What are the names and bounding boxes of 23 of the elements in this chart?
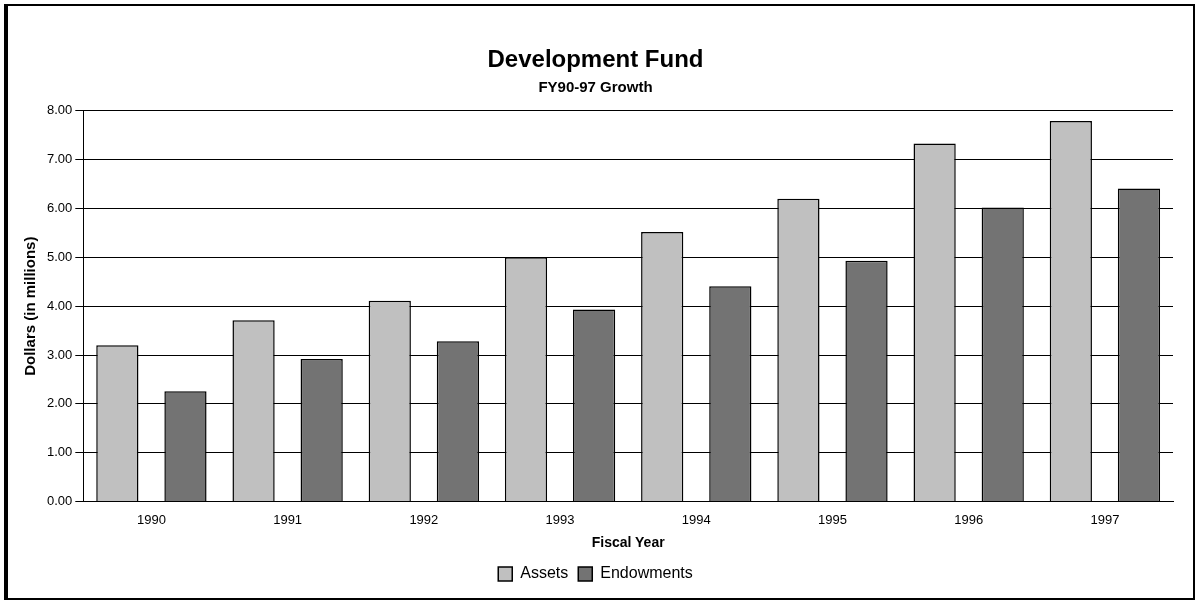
x-tick-label: 1991 <box>273 511 303 527</box>
y-tick-label: 2.00 <box>46 395 73 411</box>
chart-title: Development Fund <box>487 45 704 73</box>
x-tick-label: 1995 <box>818 511 847 527</box>
x-tick-label: 1997 <box>1090 511 1120 527</box>
x-tick-label: 1996 <box>954 511 984 527</box>
chart-subtitle: FY90-97 Growth <box>538 77 653 95</box>
y-tick-label: 3.00 <box>46 346 73 362</box>
y-axis-title: Dollars (in millions) <box>21 236 39 376</box>
y-tick-label: 7.00 <box>46 151 73 167</box>
y-tick-label: 6.00 <box>46 200 73 216</box>
y-tick-label: 0.00 <box>46 493 73 509</box>
x-tick-label: 1993 <box>545 511 575 527</box>
x-axis-title: Fiscal Year <box>591 534 666 551</box>
y-tick-label: 4.00 <box>46 297 73 313</box>
legend-label: Assets <box>520 564 569 582</box>
y-tick-label: 1.00 <box>46 444 73 460</box>
legend-label: Endowments <box>600 564 693 582</box>
x-tick-label: 1992 <box>409 511 439 527</box>
y-tick-label: 5.00 <box>46 248 73 264</box>
x-tick-label: 1990 <box>136 511 166 527</box>
y-tick-label: 8.00 <box>46 102 73 118</box>
x-tick-label: 1994 <box>681 511 711 527</box>
